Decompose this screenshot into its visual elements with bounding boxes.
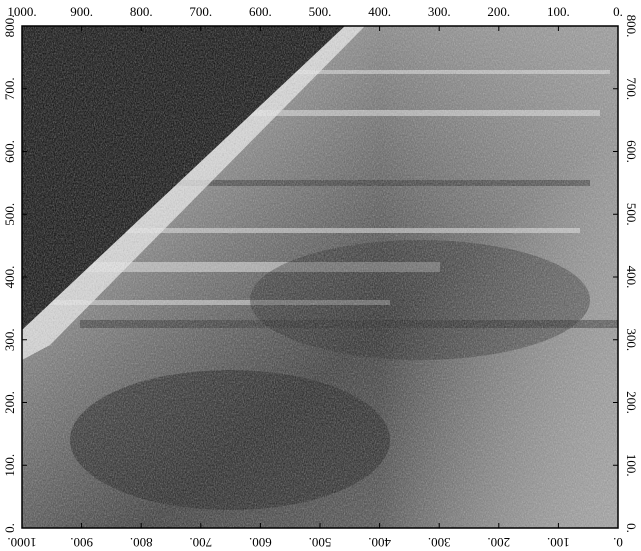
y-tick-label-right: 800. <box>624 15 639 38</box>
image-area <box>22 26 620 528</box>
x-tick-label-top: 700. <box>189 4 212 19</box>
x-tick-label-bottom: 900. <box>70 535 93 550</box>
x-tick-label-top: 300. <box>428 4 451 19</box>
x-tick-label-bottom: 200. <box>487 535 510 550</box>
y-tick-label-left: 200. <box>2 391 17 414</box>
y-tick-label-right: 0. <box>624 523 639 533</box>
x-tick-label-top: 100. <box>547 4 570 19</box>
x-tick-label-bottom: 1000. <box>7 535 36 550</box>
x-tick-label-bottom: 100. <box>547 535 570 550</box>
x-tick-label-top: 500. <box>309 4 332 19</box>
x-tick-label-top: 400. <box>368 4 391 19</box>
y-tick-label-right: 600. <box>624 140 639 163</box>
y-tick-label-right: 200. <box>624 391 639 414</box>
y-tick-label-left: 500. <box>2 203 17 226</box>
y-tick-label-left: 600. <box>2 140 17 163</box>
x-tick-label-bottom: 800. <box>130 535 153 550</box>
y-tick-label-left: 0. <box>2 523 17 533</box>
chart: 1000.1000.900.900.800.800.700.700.600.60… <box>0 0 641 551</box>
x-tick-label-top: 200. <box>487 4 510 19</box>
x-tick-label-bottom: 700. <box>189 535 212 550</box>
x-tick-label-bottom: 600. <box>249 535 272 550</box>
x-tick-label-bottom: 400. <box>368 535 391 550</box>
x-tick-label-top: 800. <box>130 4 153 19</box>
y-tick-label-right: 400. <box>624 266 639 289</box>
y-tick-label-right: 500. <box>624 203 639 226</box>
x-tick-label-top: 900. <box>70 4 93 19</box>
y-tick-label-right: 100. <box>624 454 639 477</box>
x-tick-label-bottom: 500. <box>309 535 332 550</box>
y-tick-label-left: 800. <box>2 15 17 38</box>
x-tick-label-bottom: 300. <box>428 535 451 550</box>
x-tick-label-top: 0. <box>613 4 623 19</box>
x-tick-label-top: 600. <box>249 4 272 19</box>
y-tick-label-right: 700. <box>624 77 639 100</box>
y-tick-label-left: 700. <box>2 77 17 100</box>
y-tick-label-left: 400. <box>2 266 17 289</box>
y-tick-label-left: 100. <box>2 454 17 477</box>
x-tick-label-bottom: 0. <box>613 535 623 550</box>
y-tick-label-left: 300. <box>2 328 17 351</box>
y-tick-label-right: 300. <box>624 328 639 351</box>
